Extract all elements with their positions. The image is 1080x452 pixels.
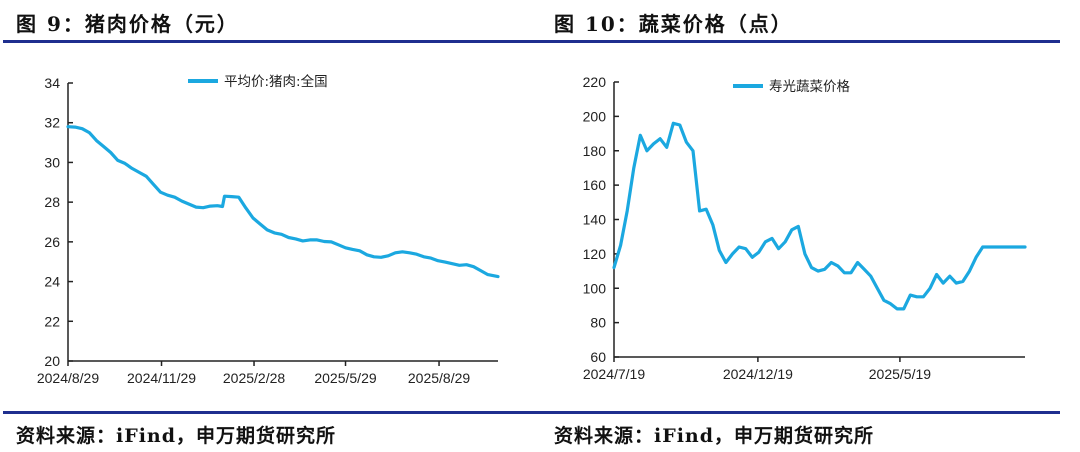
source-rule <box>3 411 540 414</box>
legend: 平均价:猪肉:全国 <box>188 73 328 90</box>
x-tick-label: 2024/7/19 <box>583 366 645 382</box>
x-tick-label: 2025/2/28 <box>223 370 285 386</box>
y-tick-label: 26 <box>44 234 60 250</box>
y-axis: 20 22 24 26 28 30 32 34 <box>44 75 73 369</box>
y-tick-label: 200 <box>583 108 607 124</box>
y-tick-label: 140 <box>583 212 607 228</box>
y-tick-label: 28 <box>44 194 60 210</box>
y-tick-label: 60 <box>590 349 606 365</box>
source-rule <box>540 411 1060 414</box>
x-tick-label: 2024/12/19 <box>723 366 793 382</box>
series-line <box>66 125 500 279</box>
figure-title: 图 10：蔬菜价格（点） <box>554 12 793 36</box>
pork-price-chart: 20 22 24 26 28 30 32 34 2024/8/29 2024/11/29 2025… <box>37 73 500 386</box>
x-tick-label: 2025/8/29 <box>408 370 470 386</box>
legend-label: 寿光蔬菜价格 <box>769 78 850 95</box>
y-tick-label: 30 <box>44 154 60 170</box>
x-tick-label: 2025/5/29 <box>314 370 376 386</box>
panel-vegetable-price: 图 10：蔬菜价格（点） 60 80 100 120 140 160 180 200 220 2… <box>540 0 1080 452</box>
y-tick-label: 24 <box>44 274 60 290</box>
y-tick-label: 32 <box>44 115 60 131</box>
source-note: 资料来源：iFind，申万期货研究所 <box>16 425 337 447</box>
figure-title: 图 9：猪肉价格（元） <box>16 12 239 36</box>
y-tick-label: 180 <box>583 143 607 159</box>
y-tick-label: 20 <box>44 353 60 369</box>
legend: 寿光蔬菜价格 <box>733 78 850 95</box>
title-rule <box>3 40 540 43</box>
x-tick-label: 2024/11/29 <box>127 370 196 386</box>
y-tick-label: 22 <box>44 313 60 329</box>
y-tick-label: 220 <box>583 74 607 90</box>
title-rule <box>540 40 1060 43</box>
y-tick-label: 34 <box>44 75 60 91</box>
y-tick-label: 120 <box>583 246 607 262</box>
x-axis: 2024/8/29 2024/11/29 2025/2/28 2025/5/29 202… <box>37 360 498 386</box>
x-tick-label: 2024/8/29 <box>37 370 99 386</box>
panel-pork-price: 图 9：猪肉价格（元） 20 22 24 26 28 30 32 34 2024/8/29 20… <box>3 12 540 447</box>
series-line <box>612 121 1027 311</box>
y-tick-label: 160 <box>583 177 607 193</box>
source-note: 资料来源：iFind，申万期货研究所 <box>554 425 875 447</box>
x-tick-label: 2025/5/19 <box>869 366 931 382</box>
y-axis: 60 80 100 120 140 160 180 200 220 <box>583 74 619 365</box>
y-tick-label: 80 <box>590 315 606 331</box>
x-axis: 2024/7/19 2024/12/19 2025/5/19 <box>583 356 1025 382</box>
legend-label: 平均价:猪肉:全国 <box>224 73 328 90</box>
y-tick-label: 100 <box>583 280 607 296</box>
